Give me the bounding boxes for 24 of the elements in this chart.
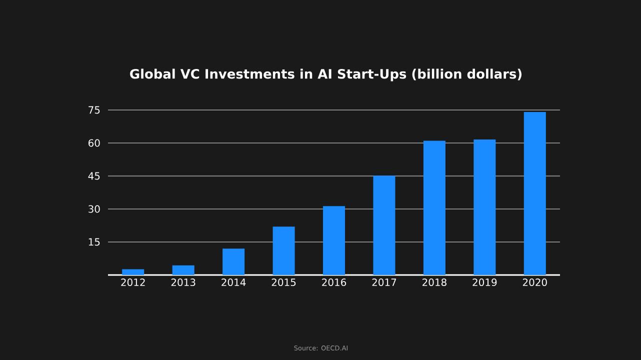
bar bbox=[222, 248, 245, 275]
bar bbox=[524, 112, 546, 275]
bar bbox=[323, 206, 346, 275]
x-tick-label: 2012 bbox=[121, 278, 145, 286]
x-tick-label: 2014 bbox=[222, 278, 246, 286]
x-tick-label: 2020 bbox=[522, 278, 547, 286]
x-tick-label: 2013 bbox=[171, 278, 196, 286]
bar bbox=[172, 265, 194, 275]
y-tick-label: 15 bbox=[88, 238, 100, 246]
bar bbox=[373, 176, 396, 275]
x-tick-label: 2018 bbox=[422, 278, 446, 286]
x-tick-label: 2015 bbox=[272, 278, 296, 286]
y-tick-label: 60 bbox=[88, 139, 100, 147]
y-tick-label: 75 bbox=[88, 106, 100, 114]
x-tick-label: 2017 bbox=[372, 278, 396, 286]
bar bbox=[474, 139, 496, 275]
y-tick-label: 45 bbox=[88, 172, 100, 180]
bar bbox=[122, 269, 144, 275]
y-tick-label: 30 bbox=[88, 205, 100, 213]
x-tick-label: 2019 bbox=[472, 278, 497, 286]
bar bbox=[423, 140, 446, 275]
chart-title: Global VC Investments in AI Start-Ups (billion dollars) bbox=[130, 68, 522, 82]
bar bbox=[272, 226, 295, 275]
x-tick-label: 2016 bbox=[322, 278, 346, 286]
